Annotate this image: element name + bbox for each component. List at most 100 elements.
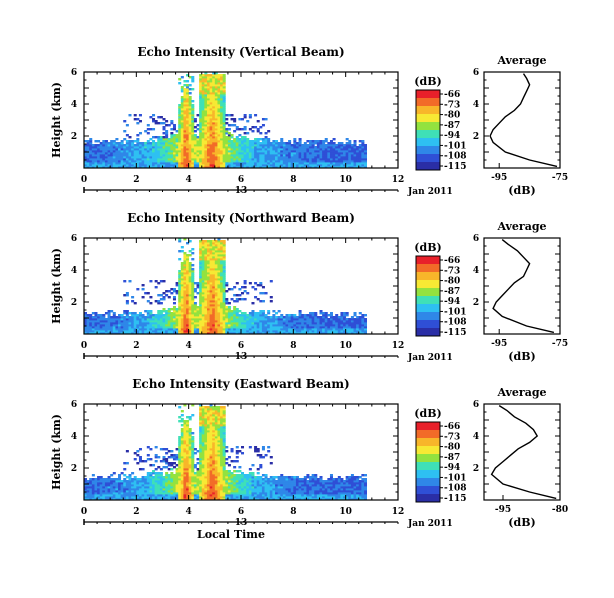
heatmap-cell — [178, 124, 182, 127]
heatmap-cell — [191, 270, 195, 273]
heatmap-cell — [282, 318, 286, 321]
y-axis-label: Height (km) — [50, 414, 63, 490]
heatmap-cell — [214, 94, 218, 97]
heatmap-cell — [222, 134, 226, 137]
heatmap-cell — [306, 166, 310, 169]
heatmap-cell — [152, 330, 156, 333]
heatmap-cell — [337, 144, 341, 147]
heatmap-cell — [293, 320, 297, 323]
heatmap-cell — [178, 144, 182, 147]
heatmap-cell — [159, 320, 163, 323]
heatmap-cell — [191, 132, 195, 135]
heatmap-cell — [324, 166, 328, 169]
heatmap-cell — [131, 322, 135, 325]
heatmap-cell — [170, 484, 174, 487]
heatmap-cell — [345, 154, 349, 157]
heatmap-cell — [162, 280, 166, 283]
heatmap-cell — [115, 332, 119, 335]
heatmap-cell — [209, 296, 213, 299]
heatmap-cell — [84, 492, 88, 495]
heatmap-cell — [133, 114, 137, 117]
heatmap-cell — [212, 292, 216, 295]
heatmap-cell — [261, 314, 265, 317]
heatmap-cell — [220, 102, 224, 105]
heatmap-cell — [363, 150, 367, 153]
heatmap-cell — [199, 248, 203, 251]
heatmap-cell — [353, 144, 357, 147]
heatmap-cell — [259, 318, 263, 321]
heatmap-cell — [327, 150, 331, 153]
heatmap-cell — [97, 476, 101, 479]
heatmap-cell — [91, 150, 95, 153]
heatmap-cell — [104, 158, 108, 161]
y-axis-label: Height (km) — [50, 248, 63, 324]
heatmap-cell — [146, 328, 150, 331]
heatmap-cell — [191, 142, 195, 145]
heatmap-cell — [199, 138, 203, 141]
heatmap-cell — [149, 482, 153, 485]
heatmap-cell — [152, 136, 156, 139]
heatmap-cell — [131, 160, 135, 163]
heatmap-cell — [303, 162, 307, 165]
heatmap-cell — [327, 148, 331, 151]
heatmap-cell — [285, 316, 289, 319]
heatmap-cell — [123, 462, 127, 465]
heatmap-cell — [178, 442, 182, 445]
heatmap-cell — [84, 318, 88, 321]
heatmap-cell — [170, 140, 174, 143]
heatmap-cell — [180, 324, 184, 327]
heatmap-cell — [220, 166, 224, 169]
heatmap-cell — [254, 138, 258, 141]
heatmap-cell — [149, 326, 153, 329]
heatmap-cell — [191, 316, 195, 319]
heatmap-cell — [170, 120, 174, 123]
heatmap-cell — [125, 462, 129, 465]
heatmap-cell — [84, 162, 88, 165]
heatmap-cell — [282, 160, 286, 163]
heatmap-cell — [146, 144, 150, 147]
heatmap-cell — [110, 496, 114, 499]
heatmap-cell — [261, 142, 265, 145]
heatmap-cell — [235, 158, 239, 161]
heatmap-cell — [288, 164, 292, 167]
heatmap-cell — [149, 312, 153, 315]
heatmap-cell — [251, 156, 255, 159]
heatmap-cell — [293, 162, 297, 165]
heatmap-cell — [246, 156, 250, 159]
heatmap-cell — [86, 326, 90, 329]
heatmap-cell — [241, 166, 245, 169]
heatmap-cell — [180, 476, 184, 479]
heatmap-cell — [241, 328, 245, 331]
heatmap-cell — [131, 484, 135, 487]
heatmap-cell — [206, 290, 210, 293]
heatmap-cell — [214, 162, 218, 165]
heatmap-cell — [131, 148, 135, 151]
heatmap-cell — [306, 162, 310, 165]
heatmap-cell — [186, 106, 190, 109]
heatmap-cell — [298, 162, 302, 165]
heatmap-cell — [172, 488, 176, 491]
heatmap-cell — [256, 160, 260, 163]
heatmap-cell — [329, 144, 333, 147]
heatmap-cell — [193, 302, 197, 305]
heatmap-cell — [267, 150, 271, 153]
heatmap-cell — [84, 160, 88, 163]
heatmap-cell — [167, 314, 171, 317]
heatmap-cell — [212, 144, 216, 147]
heatmap-cell — [170, 478, 174, 481]
heatmap-cell — [97, 486, 101, 489]
heatmap-cell — [248, 144, 252, 147]
heatmap-cell — [146, 324, 150, 327]
heatmap-cell — [217, 156, 221, 159]
heatmap-cell — [264, 316, 268, 319]
heatmap-cell — [188, 114, 192, 117]
heatmap-cell — [303, 154, 307, 157]
heatmap-cell — [261, 312, 265, 315]
heatmap-cell — [186, 264, 190, 267]
heatmap-cell — [335, 144, 339, 147]
heatmap-cell — [204, 84, 208, 87]
heatmap-cell — [285, 154, 289, 157]
heatmap-cell — [259, 312, 263, 315]
heatmap-cell — [285, 146, 289, 149]
heatmap-cell — [233, 138, 237, 141]
